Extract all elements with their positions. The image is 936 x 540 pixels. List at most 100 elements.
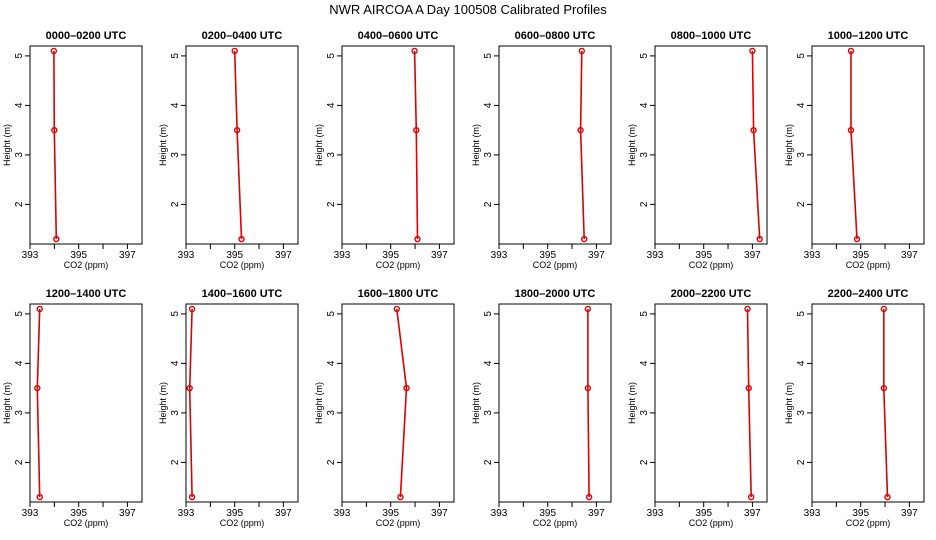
data-point	[188, 305, 196, 313]
x-tick-label: 393	[178, 250, 195, 261]
data-point	[584, 384, 592, 392]
data-point	[186, 384, 193, 392]
data-point	[847, 126, 855, 134]
panel-title: 0600–0800 UTC	[515, 30, 596, 42]
panel-1: 0000–0200 UTC 393 395 397 2 3 4 5 CO2 (ppm) Heigh…	[2, 30, 143, 270]
x-tick-label: 393	[334, 508, 351, 519]
x-tick-label: 397	[588, 250, 605, 261]
y-tick-label: 5	[14, 53, 25, 59]
panel-11: 2000–2200 UTC 393 395 397 2 3 4 5 CO2 (ppm) Heigh…	[627, 288, 768, 528]
data-point	[53, 235, 60, 243]
plot-frame	[29, 303, 143, 503]
data-point	[413, 126, 420, 134]
x-tick-label: 393	[804, 250, 821, 261]
x-tick-label: 397	[119, 508, 136, 519]
x-tick-label: 393	[491, 508, 508, 519]
y-tick-label: 2	[639, 459, 650, 465]
plot-frame	[185, 45, 299, 245]
y-axis-label: Height (m)	[784, 124, 794, 166]
data-point	[880, 305, 888, 313]
data-point	[238, 235, 245, 243]
y-tick-label: 3	[326, 152, 337, 158]
plot-frame	[498, 303, 612, 503]
panel-title: 0800–1000 UTC	[671, 30, 752, 42]
panel-9: 1600–1800 UTC 393 395 397 2 3 4 5 CO2 (ppm) Heigh…	[314, 288, 455, 528]
data-point	[847, 47, 855, 55]
data-point	[884, 493, 891, 501]
y-axis-label: Height (m)	[471, 382, 481, 424]
plot-frame	[29, 45, 143, 245]
y-tick-label: 4	[170, 102, 181, 108]
data-point	[36, 305, 43, 313]
x-tick-label: 397	[901, 250, 918, 261]
x-axis-label: CO2 (ppm)	[533, 518, 578, 528]
x-tick-label: 395	[852, 508, 869, 519]
plot-frame	[498, 45, 612, 245]
x-axis-label: CO2 (ppm)	[64, 518, 109, 528]
y-tick-label: 5	[639, 311, 650, 317]
data-point	[36, 493, 43, 501]
y-tick-label: 5	[14, 311, 25, 317]
panel-title: 1000–1200 UTC	[828, 30, 909, 42]
y-tick-label: 4	[326, 102, 337, 108]
y-tick-label: 2	[639, 201, 650, 207]
profile-line	[396, 308, 408, 498]
x-tick-label: 393	[178, 508, 195, 519]
y-tick-label: 3	[326, 410, 337, 416]
data-point	[411, 47, 418, 55]
y-tick-label: 3	[170, 152, 181, 158]
y-tick-label: 2	[796, 459, 807, 465]
x-tick-label: 395	[70, 508, 87, 519]
x-axis-label: CO2 (ppm)	[220, 260, 265, 270]
x-tick-label: 393	[22, 508, 39, 519]
data-point	[581, 235, 588, 243]
y-tick-label: 3	[796, 410, 807, 416]
x-tick-label: 393	[804, 508, 821, 519]
x-tick-label: 397	[431, 508, 448, 519]
plot-frame	[654, 45, 768, 245]
y-tick-label: 3	[14, 410, 25, 416]
x-tick-label: 397	[744, 250, 761, 261]
y-tick-label: 2	[14, 459, 25, 465]
y-axis-label: Height (m)	[627, 382, 637, 424]
plot-frame	[811, 45, 925, 245]
x-tick-label: 395	[695, 250, 712, 261]
y-tick-label: 3	[170, 410, 181, 416]
y-axis-label: Height (m)	[471, 124, 481, 166]
data-point	[747, 493, 755, 501]
y-tick-label: 4	[326, 360, 337, 366]
panel-title: 0000–0200 UTC	[46, 30, 127, 42]
data-point	[585, 493, 593, 501]
data-point	[750, 126, 757, 134]
panel-4: 0600–0800 UTC 393 395 397 2 3 4 5 CO2 (ppm) Heigh…	[471, 30, 612, 270]
x-tick-label: 397	[901, 508, 918, 519]
y-tick-label: 4	[796, 102, 807, 108]
y-tick-label: 4	[14, 102, 25, 108]
data-point	[745, 384, 752, 392]
panel-12: 2200–2400 UTC 393 395 397 2 3 4 5 CO2 (ppm) Heigh…	[784, 288, 925, 528]
x-tick-label: 395	[226, 508, 243, 519]
x-tick-label: 395	[539, 508, 556, 519]
y-tick-label: 2	[796, 201, 807, 207]
plot-frame	[341, 303, 455, 503]
x-axis-label: CO2 (ppm)	[846, 260, 891, 270]
x-tick-label: 393	[22, 250, 39, 261]
y-tick-label: 5	[170, 53, 181, 59]
profile-line	[882, 309, 889, 498]
y-tick-label: 5	[170, 311, 181, 317]
profile-line	[850, 51, 858, 240]
plot-frame	[185, 303, 299, 503]
y-tick-label: 3	[14, 152, 25, 158]
y-tick-label: 5	[796, 53, 807, 59]
x-axis-label: CO2 (ppm)	[533, 260, 578, 270]
data-point	[231, 47, 238, 55]
panel-title: 2200–2400 UTC	[828, 288, 909, 300]
data-point	[34, 384, 41, 392]
data-point	[756, 235, 763, 243]
data-point	[233, 126, 241, 134]
profile-line	[413, 50, 419, 240]
x-axis-label: CO2 (ppm)	[376, 260, 421, 270]
data-point	[188, 493, 196, 501]
y-tick-label: 2	[170, 459, 181, 465]
